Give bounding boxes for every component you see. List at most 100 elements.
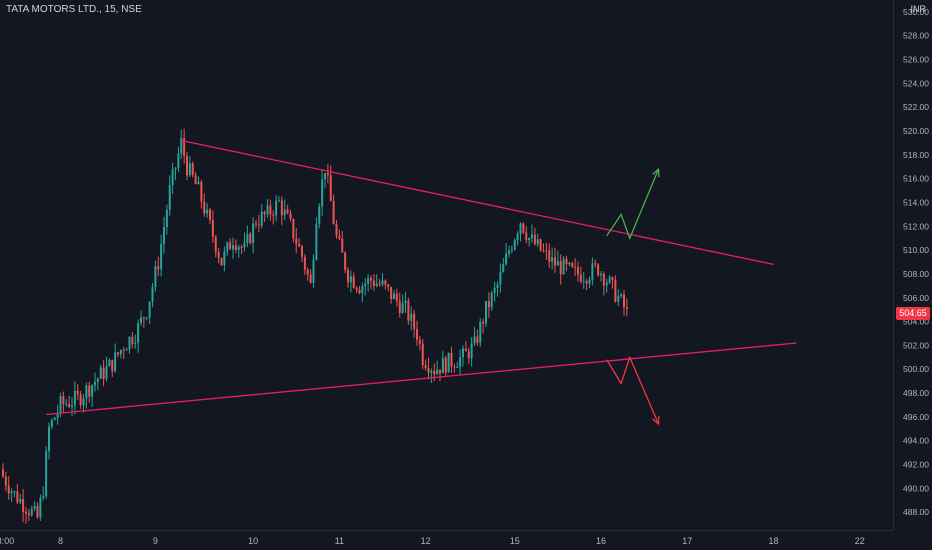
candle-body (79, 394, 82, 406)
candle-body (614, 279, 617, 302)
candle-body (269, 205, 272, 215)
candle-body (482, 321, 485, 324)
candle-body (611, 277, 614, 280)
price-tick-label: 510.00 (903, 245, 929, 255)
candle-body (295, 238, 298, 245)
price-tick-label: 526.00 (903, 55, 929, 65)
candle-body (88, 385, 91, 397)
candle-body (73, 391, 76, 406)
candle-body (462, 348, 464, 358)
price-tick-label: 504.00 (903, 317, 929, 327)
candle-body (329, 175, 332, 202)
candle-body (111, 359, 114, 372)
candle-body (623, 294, 625, 308)
projection-arrows[interactable] (606, 167, 660, 426)
candle-body (249, 234, 252, 244)
candle-body (522, 223, 525, 233)
candle-body (22, 499, 25, 512)
candle-body (13, 491, 16, 493)
time-axis[interactable]: 13:00 8 9 10 11 12 15 16 17 18 22 (0, 536, 865, 546)
candle-body (542, 250, 545, 252)
candle-body (174, 167, 177, 170)
candle-body (625, 307, 628, 309)
time-tick-label: 12 (421, 536, 431, 546)
candle-body (533, 234, 536, 245)
candle-body (476, 336, 479, 343)
candle-body (157, 266, 160, 270)
candle-body (510, 249, 513, 251)
candle-body (490, 292, 493, 308)
candle-body (119, 350, 122, 355)
candle-body (99, 367, 102, 379)
trendline[interactable] (181, 139, 774, 266)
price-tick-label: 528.00 (903, 31, 929, 41)
symbol-title[interactable]: TATA MOTORS LTD., 15, NSE (6, 4, 142, 15)
price-tick-label: 492.00 (903, 459, 929, 469)
price-tick-label: 524.00 (903, 78, 929, 88)
candle-body (496, 284, 499, 288)
candle-body (519, 223, 522, 235)
candle-body (441, 357, 444, 374)
candle-body (309, 274, 312, 283)
candle-body (53, 417, 56, 420)
candle-body (217, 252, 220, 258)
candle-body (7, 485, 10, 494)
breakdown-arrow[interactable] (606, 355, 660, 425)
breakout-up-arrow[interactable] (606, 168, 660, 240)
candle-body (562, 258, 565, 275)
candle-body (582, 280, 585, 282)
price-tick-label: 520.00 (903, 126, 929, 136)
trendline[interactable] (46, 342, 797, 416)
candle-body (266, 205, 269, 215)
candle-body (341, 238, 344, 253)
price-tick-label: 494.00 (903, 436, 929, 446)
candle-body (19, 499, 22, 503)
candle-body (163, 227, 165, 245)
candle-body (91, 385, 94, 397)
candle-body (211, 219, 214, 237)
candle-body (444, 357, 447, 373)
candle-body (298, 244, 301, 247)
candle-body (410, 313, 413, 321)
candle-body (186, 155, 188, 176)
candle-body (525, 232, 528, 240)
candle-body (306, 269, 309, 275)
candle-body (191, 163, 194, 176)
candle-body (381, 280, 384, 285)
candle-body (200, 181, 203, 202)
candle-body (516, 234, 519, 241)
time-tick-label: 11 (335, 536, 344, 546)
candle-body (10, 491, 13, 494)
price-axis[interactable]: 488.00 490.00 492.00 494.00 496.00 498.00 500.… (903, 7, 929, 517)
candle-body (332, 201, 335, 224)
candle-body (209, 209, 211, 220)
candle-body (528, 238, 531, 240)
candle-body (165, 210, 168, 228)
candle-body (48, 426, 50, 452)
candle-body (82, 398, 85, 406)
candle-body (27, 513, 30, 516)
candle-body (384, 280, 387, 285)
candle-body (234, 245, 237, 251)
candle-body (453, 366, 456, 368)
candle-body (427, 368, 430, 373)
candle-body (16, 491, 19, 503)
candle-body (439, 369, 441, 374)
price-tick-label: 500.00 (903, 364, 929, 374)
candle-body (594, 263, 597, 265)
candle-body (76, 391, 79, 395)
candle-body (565, 258, 568, 265)
candle-body (602, 273, 605, 286)
candle-body (25, 511, 27, 514)
trendline-layer[interactable] (46, 139, 797, 416)
candle-body (168, 185, 171, 211)
candle-body (324, 173, 326, 180)
breakdown-arrow-head (652, 415, 660, 426)
candle-body (94, 381, 96, 386)
candle-body (574, 266, 577, 268)
candle-body (39, 498, 42, 518)
candle-body (358, 289, 361, 294)
candle-body (588, 279, 591, 284)
candle-body (556, 261, 559, 266)
